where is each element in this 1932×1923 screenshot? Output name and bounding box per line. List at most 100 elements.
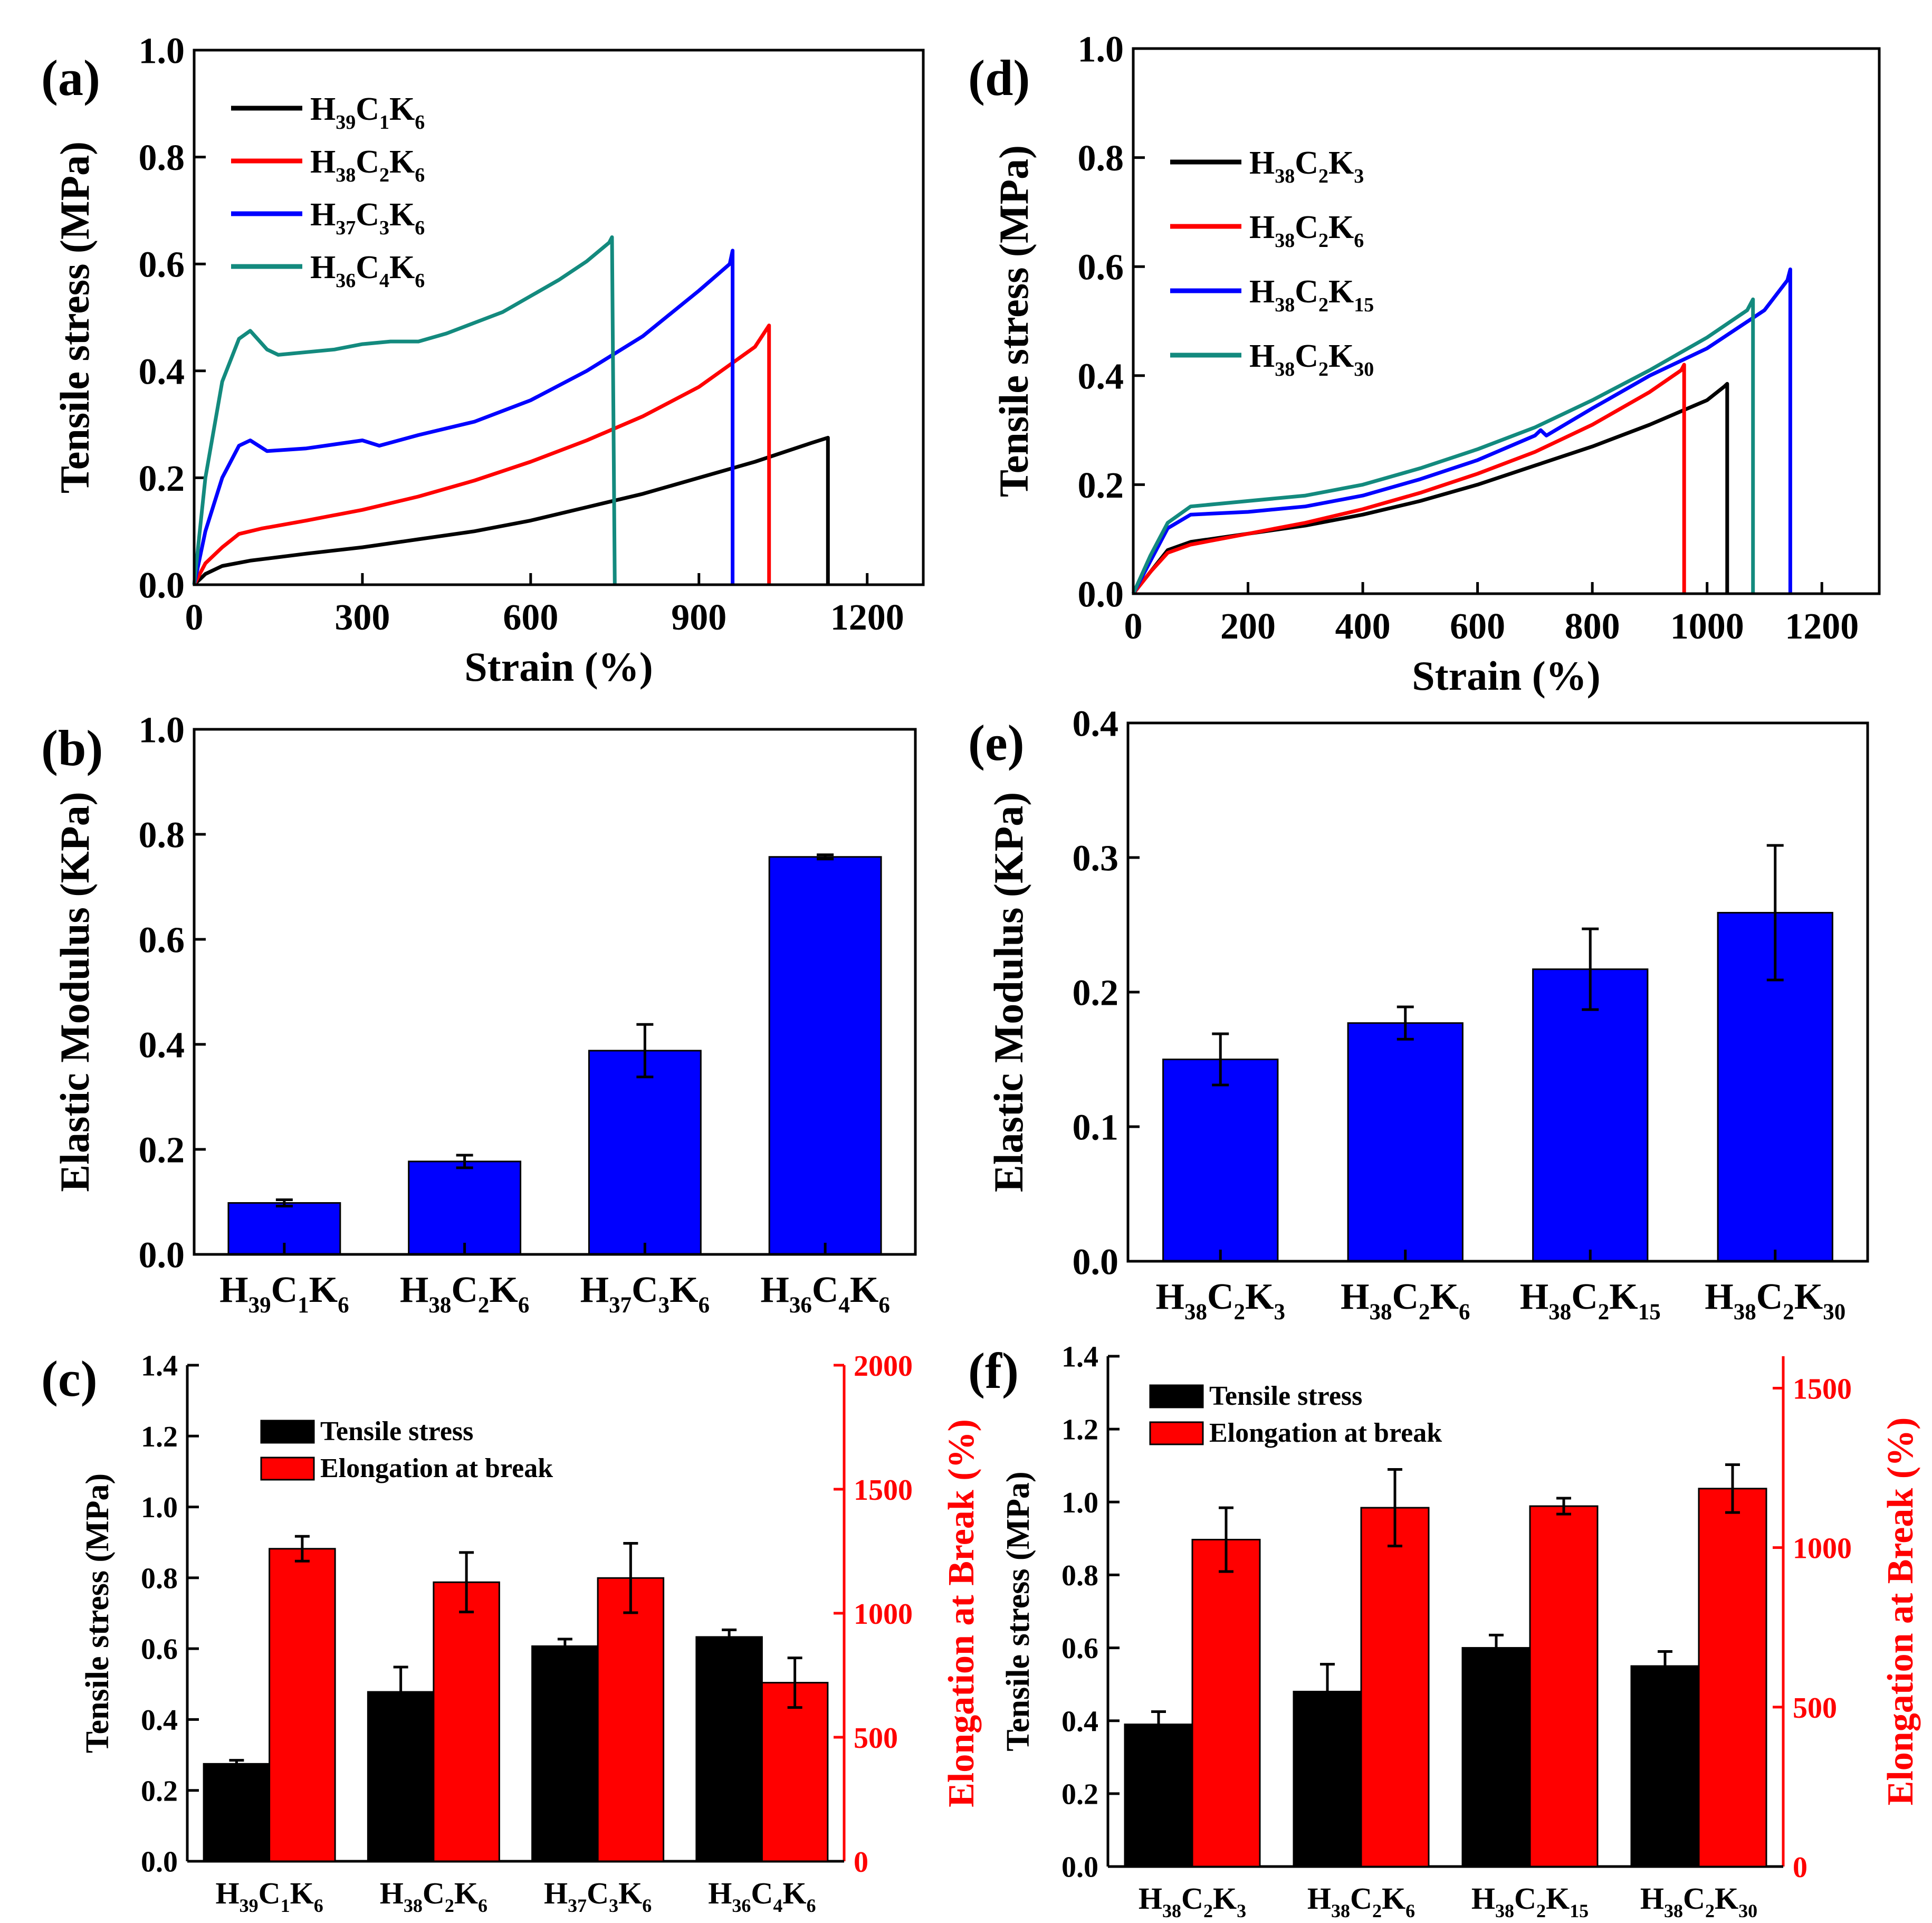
- y2-tick-label: 500: [854, 1722, 898, 1755]
- formula-part: 1: [379, 111, 389, 134]
- y-tick-label: 1.0: [1078, 30, 1124, 70]
- series-line-H38C2K15: [1131, 267, 1792, 595]
- y-tick-label: 0.4: [139, 351, 185, 392]
- x-axis-title: Strain (%): [464, 644, 653, 690]
- formula-part: 6: [806, 1895, 816, 1916]
- y-tick-label: 0.4: [139, 1025, 185, 1066]
- series-line-H39C1K6: [193, 435, 830, 586]
- category-label: H37C3K6: [580, 1270, 710, 1318]
- y2-tick-label: 2000: [854, 1350, 913, 1383]
- bar-elongation: [1529, 1505, 1599, 1868]
- formula-part: 38: [1331, 1900, 1350, 1921]
- formula-part: 38: [428, 1293, 451, 1318]
- y2-tick-label: 0: [854, 1846, 868, 1879]
- y2-tick-label: 1000: [1793, 1532, 1852, 1565]
- series-line-H38C2K6: [1132, 363, 1686, 595]
- plot-frame: [1132, 47, 1881, 595]
- formula-part: 3: [1354, 165, 1364, 187]
- y-tick-label: 0.8: [1078, 138, 1124, 179]
- formula-part: 6: [314, 1895, 323, 1916]
- bar-tensile: [695, 1636, 763, 1862]
- formula-part: K: [290, 1876, 314, 1910]
- category-label: H38C2K6: [1341, 1277, 1470, 1325]
- formula-part: C: [356, 250, 379, 285]
- y-tick-label: 1.0: [1061, 1487, 1098, 1519]
- y-tick-label: 0.2: [139, 1130, 185, 1171]
- panel-a: (a) 0.0 0.2 0.4 0.6 0.8 1.0 0 300 600 900 1200 Strai…: [41, 31, 925, 690]
- formula-part: 3: [1274, 1300, 1285, 1325]
- y-tick-label: 1.2: [141, 1421, 178, 1453]
- y-axis-title: Tensile stress (MPa): [80, 1473, 116, 1753]
- formula-part: 2: [1318, 230, 1328, 252]
- y-tick-label: 0.8: [1061, 1559, 1098, 1592]
- formula-part: H: [708, 1876, 732, 1910]
- legend-label: Elongation at break: [320, 1453, 553, 1483]
- y-axis-title: Tensile stress (MPa): [991, 145, 1037, 497]
- legend-label: Elongation at break: [1209, 1418, 1442, 1448]
- formula-part: 3: [1237, 1900, 1246, 1921]
- series-line-H38C2K30: [1131, 297, 1755, 595]
- formula-part: C: [1181, 1881, 1203, 1916]
- y-tick-label: 0.4: [1061, 1705, 1098, 1738]
- formula-part: C: [451, 1270, 478, 1310]
- formula-part: 30: [1738, 1900, 1757, 1921]
- formula-part: 38: [336, 164, 356, 186]
- formula-part: K: [1382, 1881, 1405, 1916]
- formula-part: H: [1249, 338, 1275, 374]
- formula-part: K: [389, 197, 415, 233]
- formula-part: 1: [298, 1293, 309, 1318]
- y-tick-label: 0.2: [139, 459, 185, 499]
- formula-part: 6: [338, 1293, 349, 1318]
- formula-part: 2: [1783, 1300, 1794, 1325]
- x-tick-label: 900: [671, 597, 726, 638]
- formula-part: K: [1213, 1881, 1237, 1916]
- y-tick-label: 0.6: [1061, 1632, 1098, 1665]
- formula-part: 2: [1318, 358, 1328, 380]
- x-tick-label: 1000: [1670, 606, 1744, 647]
- formula-part: K: [309, 1270, 338, 1310]
- y-tick-label: 0.2: [1073, 973, 1119, 1014]
- legend-label-H39C1K6: H39C1K6: [310, 91, 425, 134]
- category-label: H37C3K6: [544, 1876, 652, 1916]
- formula-part: 6: [878, 1293, 890, 1318]
- y-tick-label: 0.4: [1073, 704, 1119, 745]
- formula-part: 2: [1372, 1900, 1382, 1921]
- panel-label: (b): [41, 720, 103, 776]
- y-tick-label: 0.2: [1061, 1778, 1098, 1811]
- formula-part: 15: [1570, 1900, 1589, 1921]
- category-label: H38C2K30: [1640, 1881, 1757, 1921]
- bar: [1347, 1022, 1464, 1262]
- y-tick-label: 0.0: [1073, 1242, 1119, 1283]
- y2-axis-title: Elongation at Break (%): [941, 1419, 982, 1807]
- category-label: H38C2K3: [1139, 1881, 1246, 1921]
- bar-tensile: [531, 1645, 599, 1862]
- formula-part: K: [782, 1876, 806, 1910]
- formula-part: H: [1249, 210, 1275, 245]
- formula-part: K: [389, 250, 415, 285]
- formula-part: H: [1640, 1881, 1664, 1916]
- formula-part: C: [1295, 338, 1318, 374]
- formula-part: 38: [1664, 1900, 1683, 1921]
- y-tick-label: 1.2: [1061, 1414, 1098, 1446]
- bar-elongation: [269, 1548, 336, 1862]
- formula-part: K: [389, 144, 415, 180]
- panel-label: (c): [41, 1350, 98, 1407]
- formula-part: H: [1471, 1881, 1495, 1916]
- legend-swatch: [1149, 1384, 1204, 1408]
- formula-part: 39: [248, 1293, 271, 1318]
- formula-part: 36: [732, 1895, 751, 1916]
- formula-part: 4: [379, 270, 389, 292]
- y-tick-label: 0.1: [1073, 1108, 1119, 1148]
- formula-part: 2: [1419, 1300, 1430, 1325]
- y2-tick-label: 1500: [1793, 1373, 1852, 1405]
- formula-part: 6: [478, 1895, 487, 1916]
- y-tick-label: 0.4: [1078, 356, 1124, 397]
- bar-elongation: [1698, 1488, 1767, 1868]
- y-axis-title: Tensile stress (MPa): [52, 141, 98, 493]
- formula-part: H: [1341, 1277, 1369, 1317]
- formula-part: H: [1249, 274, 1275, 310]
- x-tick-label: 800: [1565, 606, 1620, 647]
- formula-part: H: [1307, 1881, 1331, 1916]
